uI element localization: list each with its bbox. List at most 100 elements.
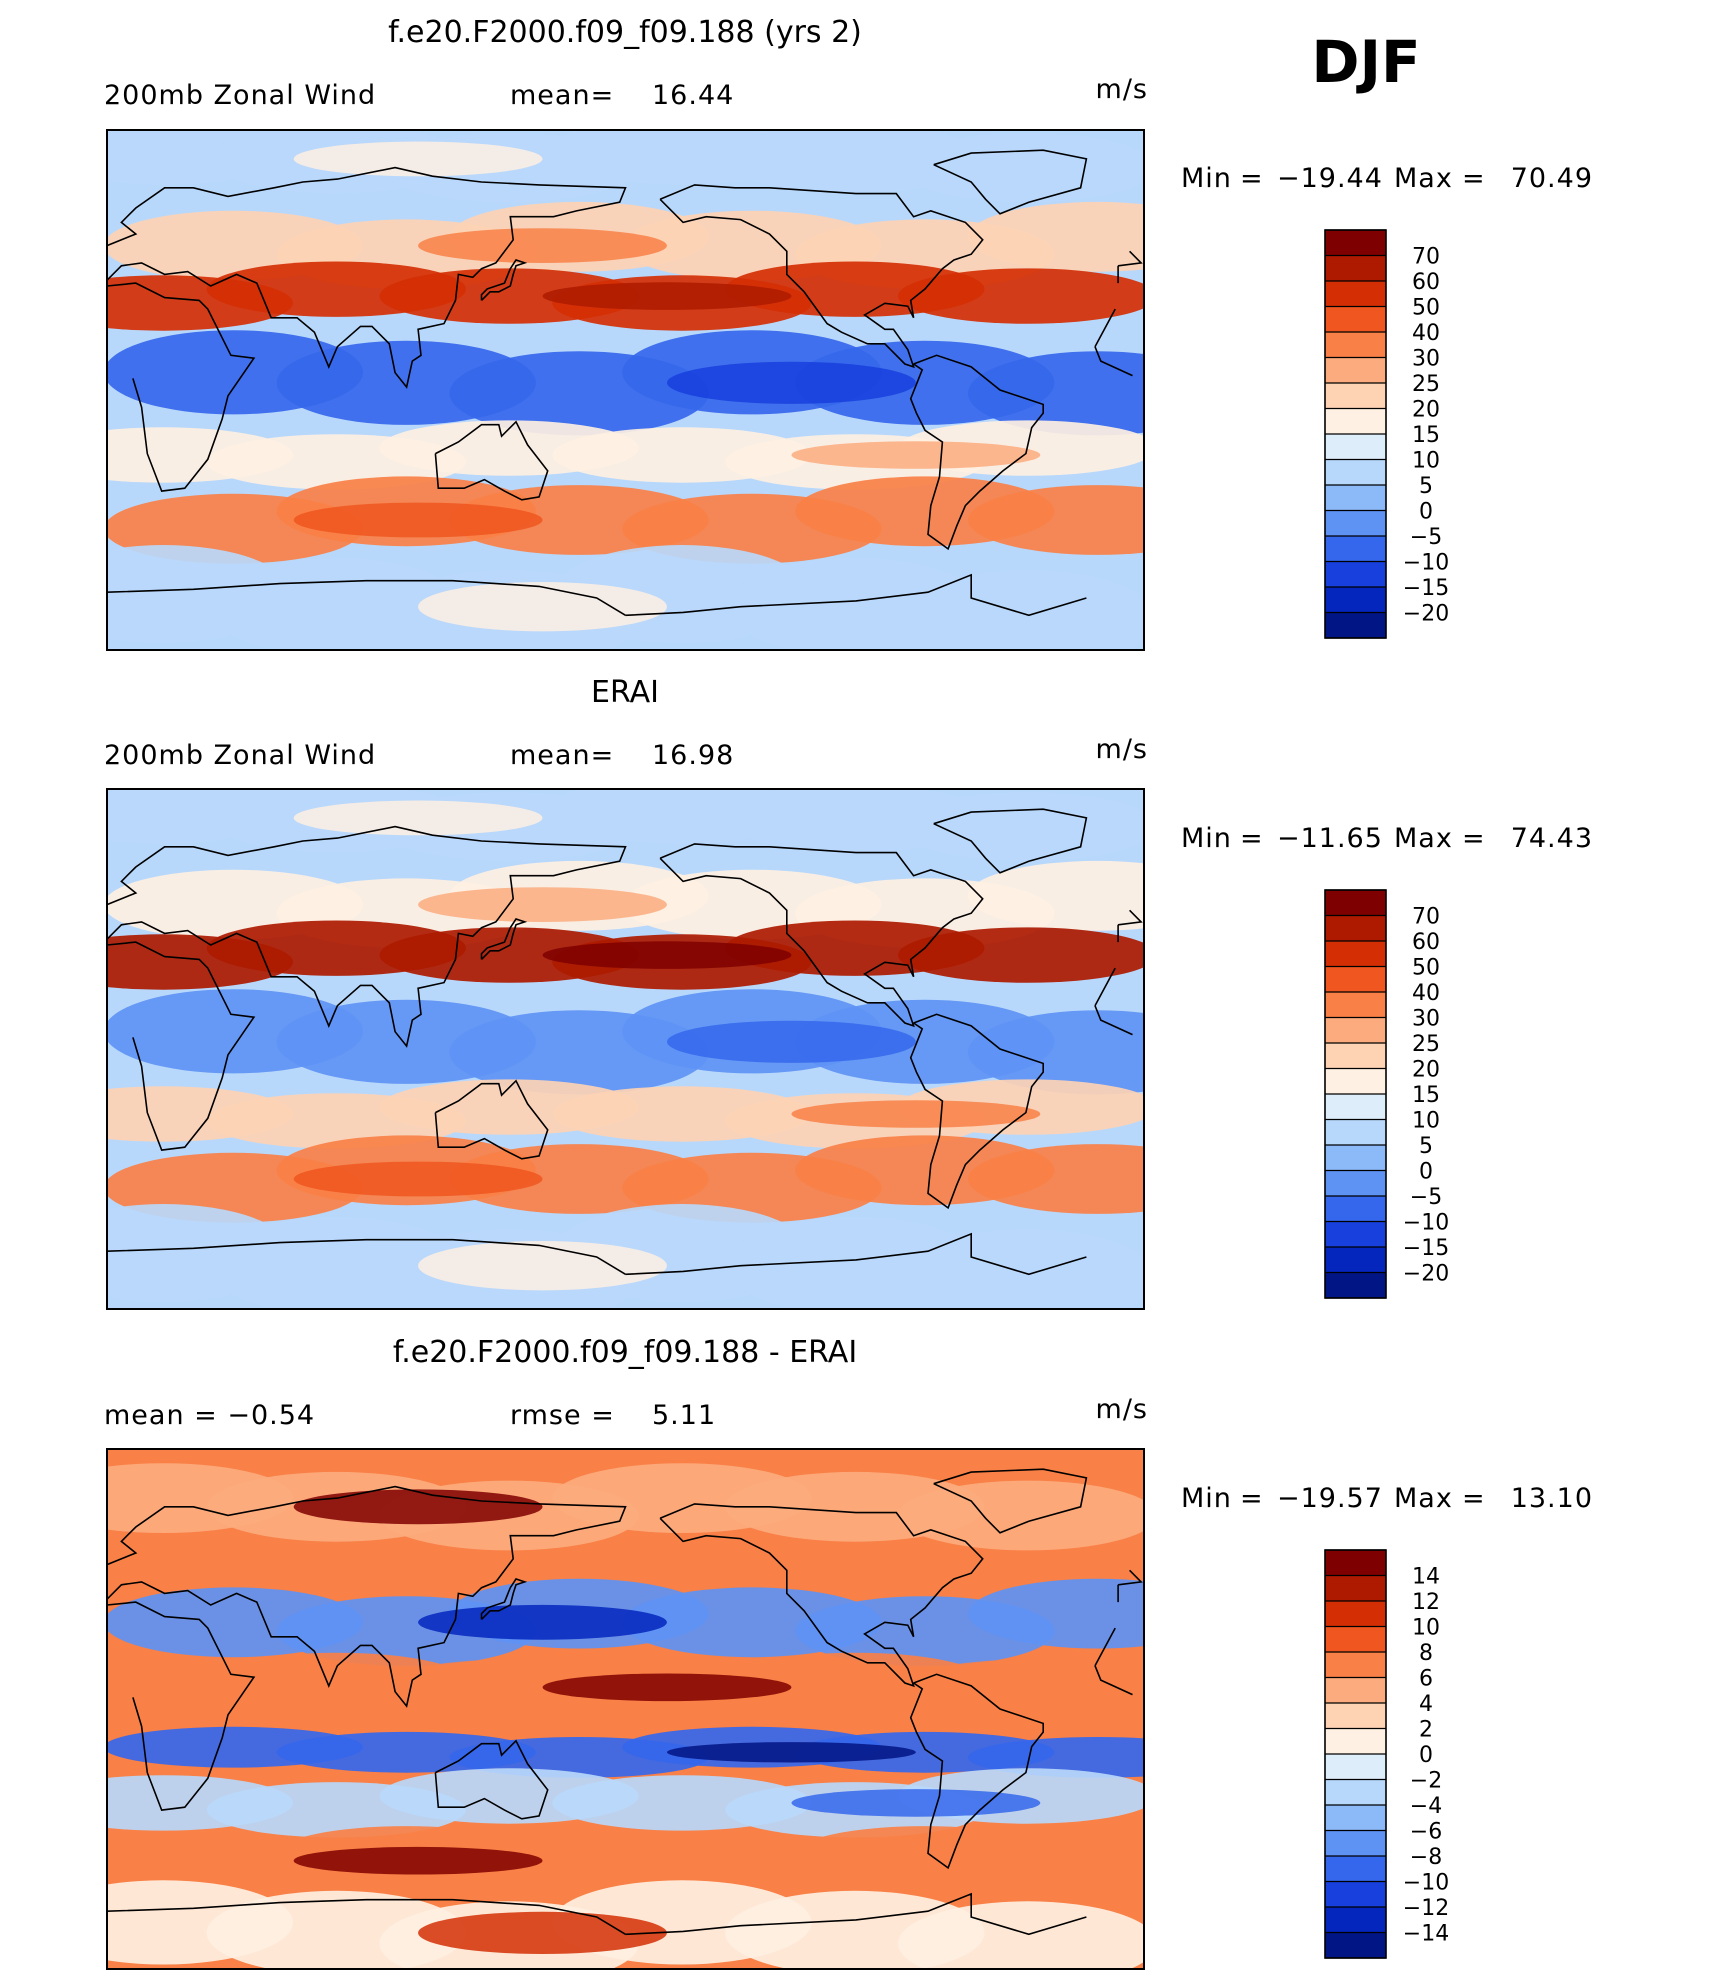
heatmap-band (898, 569, 1144, 650)
max-eq: = (1462, 1483, 1486, 1514)
colorbar-tick-label: 10 (1412, 1109, 1440, 1134)
colorbar-swatch (1325, 1805, 1386, 1831)
coastline (107, 941, 1133, 1151)
heatmap-band (898, 1480, 1144, 1551)
heatmap-band (898, 268, 1144, 324)
colorbar-tick-label: −10 (1403, 1871, 1449, 1896)
heatmap-band (898, 1228, 1144, 1309)
panel-mid-label: mean= (510, 740, 614, 771)
colorbar-tick-label: 25 (1412, 372, 1440, 397)
colorbar-frame (1324, 229, 1387, 639)
min-eq: = (1240, 163, 1264, 194)
colorbar-swatch (1325, 561, 1386, 588)
max-label: Max (1394, 163, 1453, 194)
coastline (909, 354, 1044, 551)
colorbar-tick-label: 6 (1419, 1667, 1433, 1692)
colorbar-swatch (1325, 1043, 1386, 1069)
coastline (107, 1232, 1087, 1276)
coastline (107, 825, 1143, 1048)
min-eq: = (1240, 823, 1264, 854)
colorbar-tick-label: 0 (1419, 1160, 1433, 1185)
colorbar-swatch (1325, 1550, 1386, 1576)
panel-title: f.e20.F2000.f09_f09.188 - ERAI (393, 1335, 857, 1370)
colorbar-tick-label: 40 (1412, 981, 1440, 1006)
heatmap-band (968, 1144, 1144, 1214)
colorbar-swatch (1325, 1196, 1386, 1222)
colorbar-tick-label: −5 (1410, 525, 1442, 550)
colorbar-tick-label: 12 (1412, 1590, 1440, 1615)
colorbar-swatch (1325, 357, 1386, 384)
colorbar-frame (1324, 1549, 1387, 1959)
coastline (480, 259, 528, 301)
coastline (107, 282, 1133, 492)
colorbar-swatch (1325, 1119, 1386, 1146)
heatmap-core (418, 1604, 667, 1640)
heatmap-core (791, 1789, 1041, 1817)
colorbar-swatch (1325, 230, 1386, 256)
colorbar-tick-label: −4 (1410, 1794, 1442, 1819)
panel-left-label: 200mb Zonal Wind (104, 80, 376, 111)
heatmap-field (107, 130, 1144, 650)
colorbar-swatch (1325, 915, 1386, 942)
colorbar-swatch (1325, 1728, 1386, 1755)
colorbar-swatch (1325, 1856, 1386, 1882)
heatmap-core (791, 1100, 1041, 1128)
panel-units: m/s (1096, 734, 1148, 765)
colorbar-swatch (1325, 1601, 1386, 1627)
colorbar-tick-label: 4 (1419, 1692, 1433, 1717)
colorbar-frame (1324, 889, 1387, 1299)
panel-units: m/s (1096, 1394, 1148, 1425)
min-value: −19.44 (1277, 163, 1383, 194)
heatmap-core (293, 141, 543, 177)
colorbar-tick-label: −15 (1403, 576, 1449, 601)
colorbar-tick-label: 30 (1412, 347, 1440, 372)
colorbar-swatch (1325, 1652, 1386, 1678)
colorbar-swatch (1325, 383, 1386, 409)
colorbar-swatch (1325, 1068, 1386, 1095)
panel-title: f.e20.F2000.f09_f09.188 (yrs 2) (388, 15, 862, 50)
heatmap-core (418, 1241, 667, 1291)
coastline (909, 1673, 1044, 1870)
colorbar-tick-label: 10 (1412, 449, 1440, 474)
colorbar-swatch (1325, 1221, 1386, 1248)
coastline (480, 1578, 528, 1620)
colorbar-tick-label: 40 (1412, 321, 1440, 346)
colorbar-tick-label: 0 (1419, 500, 1433, 525)
colorbar-tick-label: −12 (1403, 1896, 1449, 1921)
min-label: Min (1181, 163, 1232, 194)
coastline (434, 1079, 549, 1160)
heatmap-band (898, 791, 1144, 862)
colorbar-swatch (1325, 890, 1386, 916)
panel-left-label: mean = −0.54 (104, 1400, 315, 1431)
heatmap-band (968, 1833, 1144, 1889)
heatmap-core (418, 887, 667, 922)
heatmap-band (898, 927, 1144, 983)
min-eq: = (1240, 1483, 1264, 1514)
colorbar-swatch (1325, 587, 1386, 613)
colorbar-swatch (1325, 1017, 1386, 1044)
coastline (480, 918, 528, 960)
heatmap-core (293, 502, 543, 538)
heatmap-core (542, 1673, 792, 1702)
colorbar-swatch (1325, 408, 1386, 435)
colorbar-tick-label: 60 (1412, 930, 1440, 955)
colorbar-swatch (1325, 1677, 1386, 1704)
max-eq: = (1462, 823, 1486, 854)
max-value: 13.10 (1511, 1483, 1593, 1514)
colorbar-tick-label: −10 (1403, 551, 1449, 576)
coastline (659, 1503, 984, 1688)
max-value: 70.49 (1511, 163, 1593, 194)
panel-mid-value: 5.11 (652, 1400, 716, 1431)
colorbar-swatch (1325, 1830, 1386, 1857)
colorbar-tick-label: −2 (1410, 1769, 1442, 1794)
coastline (107, 1485, 1143, 1708)
max-value: 74.43 (1511, 823, 1593, 854)
heatmap-band (968, 351, 1144, 436)
heatmap-core (667, 1020, 916, 1063)
coastline (107, 1601, 1133, 1811)
colorbar-swatch (1325, 1247, 1386, 1273)
colorbar-tick-label: −5 (1410, 1185, 1442, 1210)
colorbar-swatch (1325, 966, 1386, 993)
panel-mid-value: 16.98 (652, 740, 734, 771)
